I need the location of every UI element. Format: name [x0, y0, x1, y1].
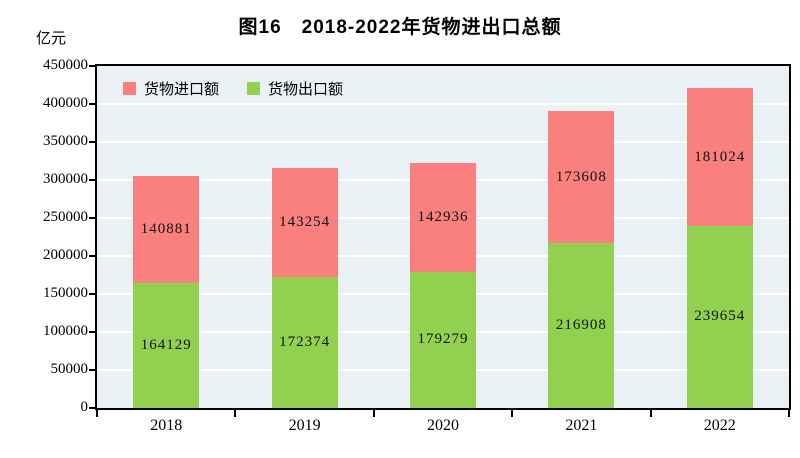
- x-axis-label-2021: 2021: [565, 417, 598, 434]
- y-axis-tick-mark: [89, 103, 97, 105]
- y-axis-tick-label: 250000: [43, 209, 88, 225]
- import-color-swatch: [123, 82, 136, 95]
- y-axis-tick-label: 350000: [43, 133, 88, 149]
- legend: 货物进口额 货物出口额: [123, 78, 343, 99]
- legend-item-export: 货物出口额: [247, 78, 343, 99]
- y-axis-tick-mark: [89, 369, 97, 371]
- chart-title: 图16 2018-2022年货物进出口总额: [238, 17, 562, 38]
- x-axis-label-2020: 2020: [427, 417, 459, 434]
- bar-segment-import-2018: 140881: [133, 176, 200, 284]
- y-axis-tick-mark: [89, 141, 97, 143]
- y-axis-tick-mark: [89, 407, 97, 409]
- x-axis-label-2019: 2019: [288, 417, 321, 434]
- import-value-label: 181024: [694, 148, 746, 165]
- import-value-label: 173608: [555, 168, 607, 185]
- export-color-swatch: [247, 82, 261, 95]
- x-axis-label-2018: 2018: [150, 417, 183, 434]
- y-axis-tick-mark: [89, 179, 97, 181]
- legend-label-import: 货物进口额: [144, 82, 220, 98]
- y-axis-tick-mark: [89, 331, 97, 333]
- export-value-label: 164129: [140, 337, 192, 354]
- bar-segment-import-2021: 173608: [548, 111, 615, 244]
- bar-segment-export-2020: 179279: [410, 271, 476, 408]
- bar-segment-export-2018: 164129: [133, 283, 200, 408]
- y-axis-tick-label: 100000: [43, 323, 88, 339]
- export-value-label: 172374: [279, 333, 331, 350]
- y-axis-unit-label: 亿元: [36, 31, 67, 47]
- plot-area: 货物进口额 货物出口额 164129 140881 172374 143254 1792…: [95, 64, 791, 410]
- y-axis-tick-label: 150000: [43, 285, 88, 301]
- gridline: [97, 103, 789, 105]
- bar-segment-export-2021: 216908: [548, 243, 615, 408]
- x-axis-tick-mark: [788, 410, 790, 417]
- gridline: [97, 141, 789, 143]
- import-value-label: 142936: [417, 208, 469, 225]
- y-axis-tick-mark: [89, 217, 97, 219]
- x-axis-tick-mark: [234, 410, 237, 417]
- x-axis-tick-mark: [649, 410, 652, 417]
- x-axis-tick-mark: [511, 410, 514, 417]
- x-axis-tick-mark: [96, 410, 98, 417]
- x-axis-tick-mark: [372, 410, 375, 417]
- y-axis-tick-mark: [89, 293, 97, 295]
- x-axis-label-2022: 2022: [703, 417, 736, 434]
- export-value-label: 216908: [555, 317, 607, 334]
- bar-segment-import-2019: 143254: [271, 168, 338, 277]
- bar-segment-export-2019: 172374: [271, 276, 338, 408]
- y-axis-tick-label: 50000: [50, 361, 89, 377]
- import-value-label: 143254: [279, 214, 331, 231]
- legend-label-export: 货物出口额: [268, 82, 344, 98]
- legend-item-import: 货物进口额: [123, 78, 219, 99]
- import-value-label: 140881: [140, 221, 192, 238]
- y-axis-tick-mark: [89, 65, 97, 67]
- bar-segment-import-2020: 142936: [410, 163, 476, 272]
- bar-segment-export-2022: 239654: [686, 225, 753, 408]
- y-axis-tick-label: 300000: [43, 171, 88, 187]
- y-axis-tick-label: 200000: [43, 247, 88, 263]
- export-value-label: 239654: [694, 308, 746, 325]
- y-axis-tick-label: 450000: [43, 57, 88, 73]
- bar-segment-import-2022: 181024: [686, 88, 753, 226]
- y-axis-tick-label: 0: [80, 399, 89, 415]
- y-axis-tick-mark: [89, 255, 97, 257]
- export-value-label: 179279: [417, 331, 469, 348]
- y-axis-tick-label: 400000: [43, 95, 88, 111]
